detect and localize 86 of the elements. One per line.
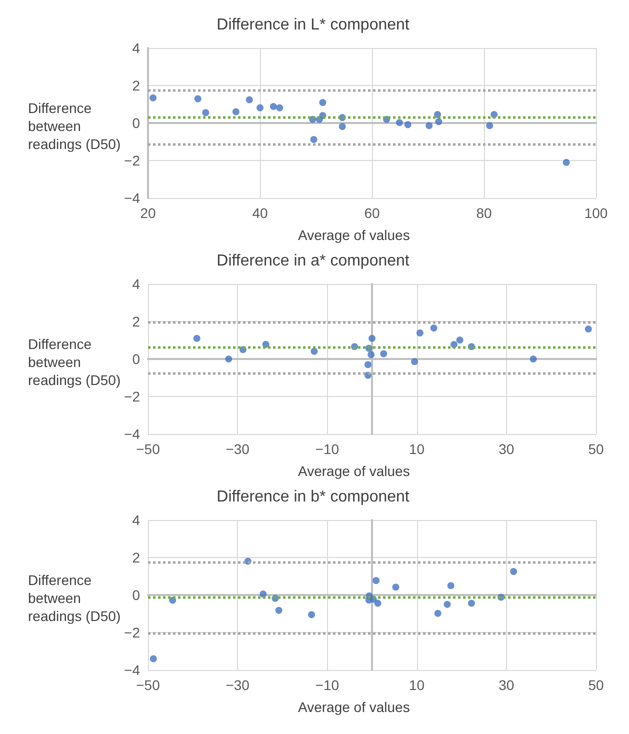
- x-tick-label: 10: [409, 677, 425, 693]
- point: [338, 123, 346, 130]
- chart-title: Difference in a* component: [216, 252, 410, 270]
- y-tick-label: 2: [132, 550, 140, 566]
- chart-title: Difference in L* component: [216, 16, 410, 34]
- point: [275, 606, 282, 614]
- x-tick-label: −50: [136, 677, 160, 693]
- x-tick-label: 10: [409, 441, 425, 457]
- y-tick-label: −4: [124, 190, 140, 206]
- point: [262, 340, 270, 348]
- point: [368, 351, 375, 358]
- point: [435, 118, 442, 126]
- point: [430, 324, 438, 332]
- y-axis-title: Difference between readings (D50): [28, 336, 121, 388]
- point: [246, 96, 253, 104]
- y-tick-label: −2: [124, 152, 140, 168]
- point: [150, 655, 157, 662]
- point: [530, 356, 537, 362]
- point: [308, 611, 316, 618]
- point: [396, 119, 403, 126]
- y-tick-label: 4: [132, 276, 140, 292]
- y-tick-label: 4: [132, 40, 140, 56]
- x-tick-label: −10: [315, 441, 340, 457]
- point: [411, 358, 418, 366]
- y-axis-title: Difference between readings (D50): [28, 572, 121, 624]
- point: [486, 122, 494, 130]
- point: [562, 158, 570, 166]
- x-tick-label: 60: [364, 205, 380, 221]
- point: [310, 348, 318, 355]
- y-tick-label: 2: [132, 314, 140, 330]
- point: [456, 336, 464, 344]
- y-tick-label: −2: [124, 388, 140, 404]
- point: [392, 584, 400, 591]
- y-tick-label: −4: [124, 426, 140, 442]
- x-axis-title: Average of values: [298, 699, 410, 715]
- point: [276, 104, 284, 112]
- x-tick-label: −10: [315, 677, 340, 693]
- point: [193, 334, 200, 342]
- x-tick-label: −50: [136, 441, 160, 457]
- point: [270, 103, 277, 110]
- y-tick-label: −4: [124, 662, 140, 678]
- point: [150, 94, 157, 102]
- y-tick-label: 0: [132, 115, 140, 131]
- x-tick-label: 30: [498, 441, 514, 457]
- point: [434, 111, 442, 118]
- x-tick-label: 40: [252, 205, 268, 221]
- point: [225, 356, 232, 362]
- point: [447, 582, 454, 590]
- x-tick-label: 20: [140, 205, 156, 221]
- point: [364, 361, 372, 368]
- point: [444, 600, 451, 608]
- y-tick-label: 2: [132, 78, 140, 94]
- x-tick-label: 50: [588, 441, 604, 457]
- y-axis-title: Difference between readings (D50): [28, 100, 121, 152]
- y-tick-label: 0: [132, 351, 140, 367]
- x-tick-label: −30: [226, 677, 250, 693]
- x-axis-title: Average of values: [298, 227, 410, 243]
- point: [404, 121, 412, 128]
- point: [256, 104, 264, 112]
- point: [232, 108, 240, 116]
- chart-title: Difference in b* component: [216, 488, 410, 506]
- y-tick-label: 4: [132, 512, 140, 528]
- point: [490, 111, 498, 118]
- point: [416, 329, 424, 336]
- x-tick-label: 50: [588, 677, 604, 693]
- point: [426, 122, 433, 130]
- point: [319, 99, 326, 106]
- x-tick-label: 80: [476, 205, 492, 221]
- point: [468, 600, 475, 607]
- point: [260, 590, 267, 598]
- y-tick-label: −2: [124, 624, 140, 640]
- x-axis-title: Average of values: [298, 463, 410, 479]
- point: [194, 95, 202, 102]
- point: [434, 610, 442, 617]
- x-tick-label: 100: [584, 205, 608, 221]
- x-tick-label: −30: [226, 441, 250, 457]
- point: [380, 350, 388, 358]
- point: [510, 568, 518, 576]
- point: [202, 109, 210, 116]
- point: [310, 136, 318, 143]
- point: [372, 577, 380, 584]
- point: [374, 600, 382, 607]
- point: [368, 334, 376, 342]
- point: [584, 326, 592, 332]
- y-tick-label: 0: [132, 587, 140, 603]
- x-tick-label: 30: [498, 677, 514, 693]
